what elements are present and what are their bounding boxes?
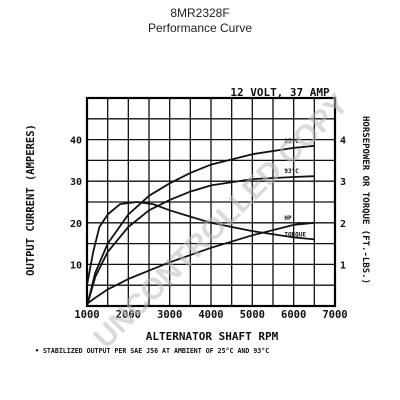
x-tick-label: 5000 — [240, 309, 265, 321]
x-axis-label: ALTERNATOR SHAFT RPM — [146, 330, 279, 343]
y-axis-label-right: HORSEPOWER OR TORQUE (FT.-LBS.) — [360, 116, 370, 284]
tick-labels: 1000 2000 3000 4000 5000 6000 7000 10 20 30 40 1 2 3 4 — [70, 136, 348, 321]
plot-frame — [85, 96, 337, 308]
y-tick-label-right: 3 — [340, 177, 346, 188]
series-label-0: 25°C — [284, 138, 299, 145]
series-line-3 — [86, 201, 315, 286]
x-tick-label: 1000 — [74, 309, 99, 321]
series-labels: 25°C 93°C HP TORQUE — [284, 138, 306, 239]
series-label-3: TORQUE — [284, 231, 306, 238]
chart-title-part-number: 8MR2328F — [170, 6, 230, 20]
chart-subtitle: Performance Curve — [147, 21, 253, 35]
y-axis-label-left: OUTPUT CURRENT (AMPERES) — [25, 124, 37, 276]
series-line-2 — [86, 221, 315, 305]
x-tick-label: 2000 — [116, 309, 141, 321]
series-layer — [86, 144, 315, 307]
footnote: • STABILIZED OUTPUT PER SAE J56 AT AMBIE… — [35, 347, 269, 355]
y-tick-label-left: 20 — [70, 219, 82, 230]
x-tick-label: 4000 — [198, 309, 223, 321]
y-tick-label-right: 2 — [340, 219, 346, 230]
x-tick-label: 6000 — [281, 309, 306, 321]
x-tick-label: 7000 — [322, 309, 347, 321]
chart-rating-label: 12 VOLT, 37 AMP — [230, 86, 330, 99]
y-tick-label-right: 1 — [340, 260, 346, 271]
y-tick-label-left: 40 — [70, 136, 82, 147]
y-tick-label-right: 4 — [340, 136, 346, 147]
series-label-2: HP — [284, 215, 292, 222]
y-tick-label-left: 10 — [70, 260, 82, 271]
series-line-0 — [86, 144, 315, 307]
y-tick-label-left: 30 — [70, 177, 82, 188]
series-label-1: 93°C — [284, 168, 299, 175]
series-line-1 — [86, 175, 315, 307]
x-tick-label: 3000 — [157, 309, 182, 321]
